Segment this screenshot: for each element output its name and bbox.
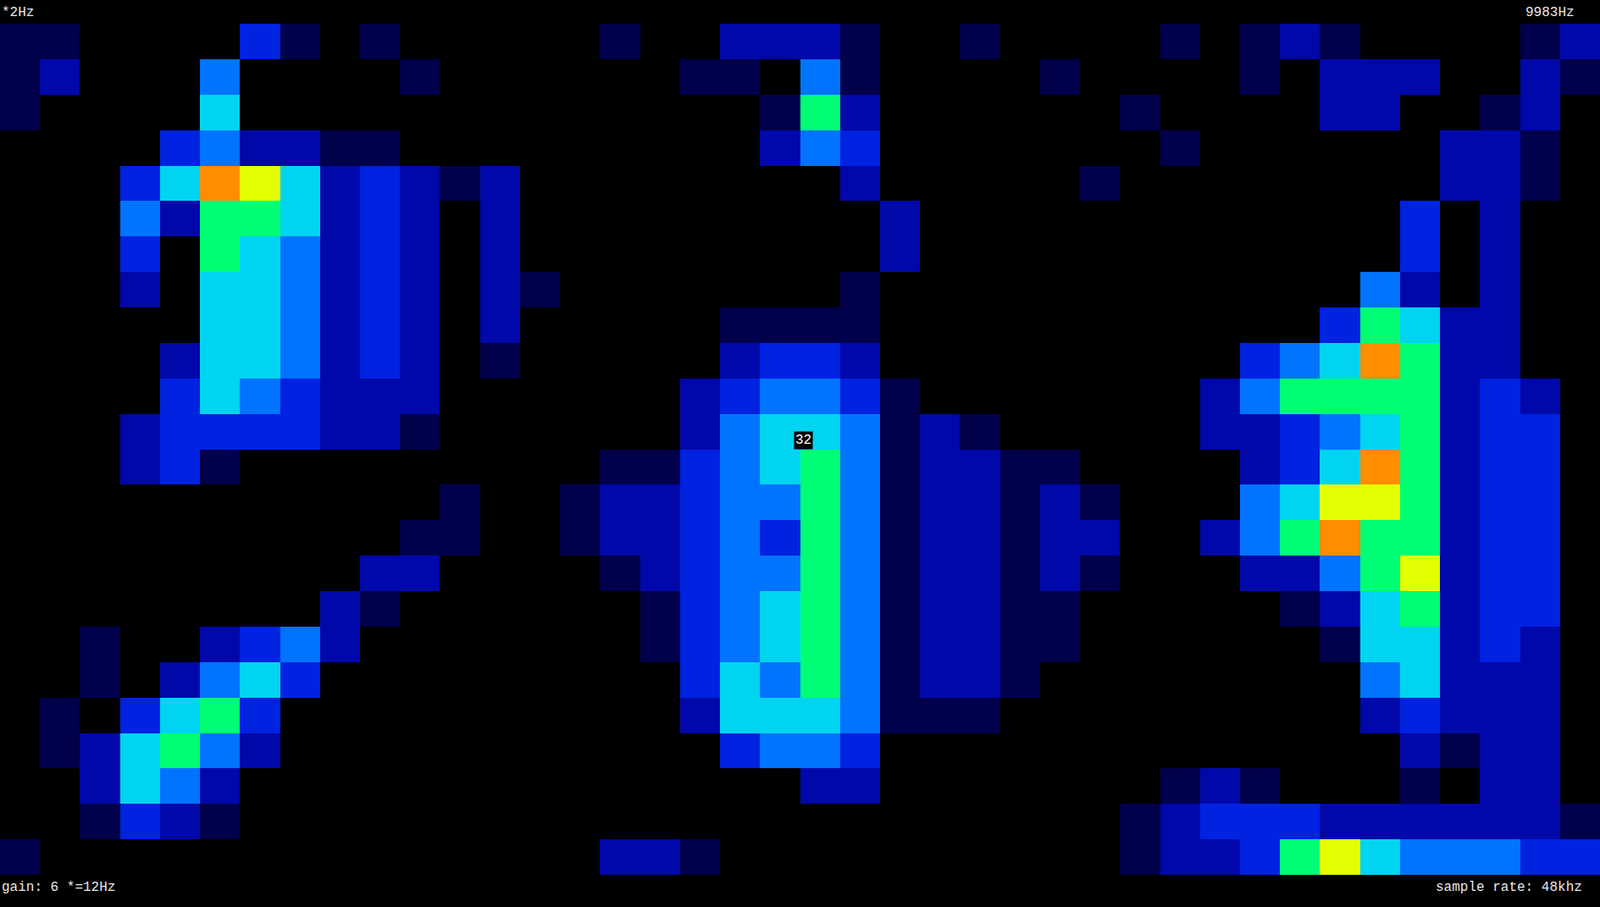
svg-text:*2Hz: *2Hz	[1, 5, 34, 21]
svg-text:sample rate: 48khz: sample rate: 48khz	[1435, 880, 1583, 896]
svg-text:9983Hz: 9983Hz	[1525, 5, 1575, 21]
svg-text:gain: 6 *=12Hz: gain: 6 *=12Hz	[1, 880, 116, 896]
svg-text:32: 32	[795, 432, 812, 449]
